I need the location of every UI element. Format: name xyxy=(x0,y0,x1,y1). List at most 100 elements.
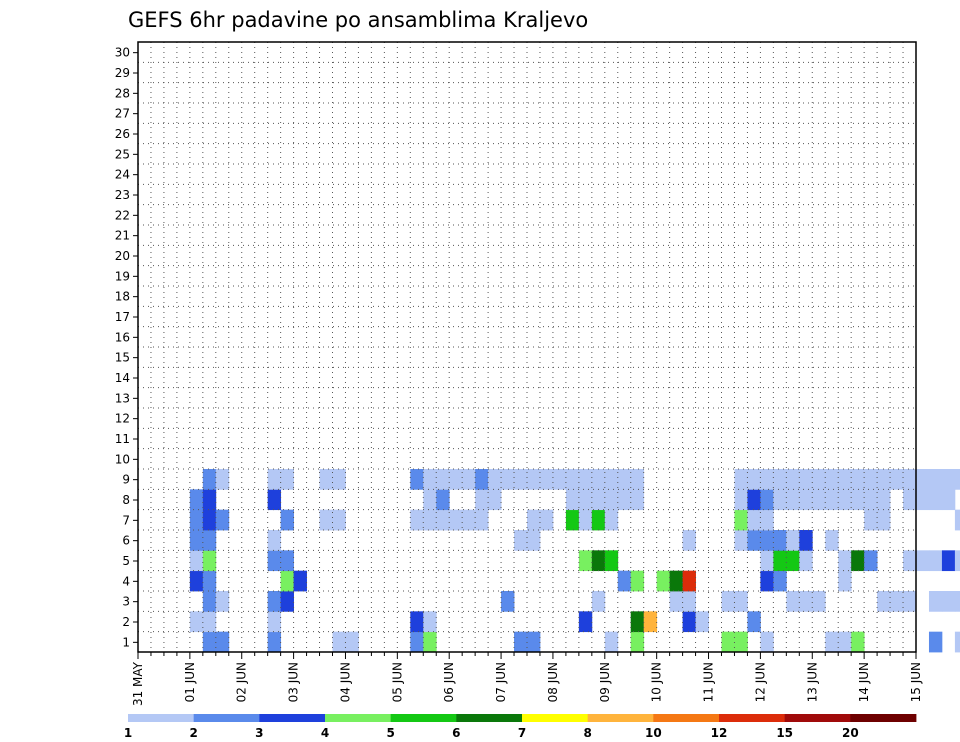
legend-swatch xyxy=(390,714,457,722)
heatmap-cell xyxy=(630,631,645,653)
y-tick-label: 21 xyxy=(115,229,130,243)
heatmap-cell xyxy=(280,469,294,490)
legend-swatch xyxy=(128,714,195,722)
heatmap-cell xyxy=(332,509,346,531)
x-tick-label: 09 JUN xyxy=(598,662,612,702)
legend-label: 20 xyxy=(842,726,859,740)
heatmap-cell xyxy=(202,509,217,531)
heatmap-cell xyxy=(189,530,204,551)
heatmap-cell xyxy=(890,591,904,612)
heatmap-cell xyxy=(332,469,346,490)
heatmap-cells xyxy=(189,469,960,653)
heatmap-cell xyxy=(773,469,787,490)
heatmap-cell xyxy=(864,489,878,511)
heatmap-cell xyxy=(189,611,204,633)
heatmap-cell xyxy=(565,489,580,511)
y-tick-label: 9 xyxy=(122,473,130,487)
y-tick-label: 17 xyxy=(115,310,130,324)
heatmap-cell xyxy=(280,550,294,572)
heatmap-cell xyxy=(410,631,424,653)
x-tick-label: 15 JUN xyxy=(909,662,923,702)
heatmap-cell xyxy=(786,550,800,572)
legend-label: 10 xyxy=(645,726,662,740)
heatmap-cell xyxy=(267,489,282,511)
legend-swatch xyxy=(784,714,851,722)
heatmap-cell xyxy=(928,631,943,653)
y-tick-label: 14 xyxy=(115,371,130,385)
heatmap-cell xyxy=(643,611,658,633)
heatmap-cell xyxy=(786,530,800,551)
heatmap-cell xyxy=(825,631,839,653)
heatmap-cell xyxy=(682,611,696,633)
heatmap-cell xyxy=(941,469,956,490)
y-tick-label: 4 xyxy=(122,574,130,588)
legend-label: 1 xyxy=(124,726,132,740)
heatmap-cell xyxy=(527,469,541,490)
color-legend: 1 2 3 4 5 6 7 8 10 12 15 20 xyxy=(124,714,917,740)
y-tick-label: 8 xyxy=(122,493,130,507)
heatmap-cell xyxy=(760,631,774,653)
heatmap-cell xyxy=(527,530,541,551)
heatmap-cell xyxy=(449,509,463,531)
y-tick-label: 26 xyxy=(115,127,130,141)
heatmap-cell xyxy=(202,591,217,612)
heatmap-cell xyxy=(591,489,606,511)
x-axis-ticks: 31 MAY 01 JUN 02 JUN 03 JUN 04 JUN 05 JUN 06 J… xyxy=(131,652,923,706)
heatmap-cell xyxy=(591,469,606,490)
heatmap-cell xyxy=(954,469,960,490)
heatmap-cell xyxy=(189,489,204,511)
heatmap-cell xyxy=(773,530,787,551)
legend-label: 15 xyxy=(776,726,793,740)
heatmap-cell xyxy=(475,489,489,511)
heatmap-cell xyxy=(928,591,943,612)
heatmap-cell xyxy=(928,550,943,572)
heatmap-cell xyxy=(449,469,463,490)
heatmap-cell xyxy=(539,469,554,490)
x-tick-label: 13 JUN xyxy=(805,662,819,702)
heatmap-cell xyxy=(877,469,891,490)
heatmap-cell xyxy=(202,611,217,633)
heatmap-cell xyxy=(941,489,956,511)
y-tick-label: 20 xyxy=(115,249,130,263)
heatmap-cell xyxy=(591,509,606,531)
y-tick-label: 24 xyxy=(115,168,130,182)
heatmap-cell xyxy=(267,591,282,612)
heatmap-cell xyxy=(928,489,943,511)
heatmap-cell xyxy=(617,489,632,511)
heatmap-cell xyxy=(799,550,813,572)
heatmap-cell xyxy=(475,509,489,531)
x-tick-label: 14 JUN xyxy=(857,662,871,702)
heatmap-cell xyxy=(747,489,761,511)
heatmap-cell xyxy=(423,611,437,633)
x-tick-label: 04 JUN xyxy=(338,662,352,702)
x-tick-label: 12 JUN xyxy=(753,662,767,702)
x-tick-label: 05 JUN xyxy=(390,662,404,702)
heatmap-cell xyxy=(604,631,619,653)
heatmap-cell xyxy=(903,591,917,612)
heatmap-cell xyxy=(825,469,839,490)
heatmap-cell xyxy=(682,570,696,592)
heatmap-cell xyxy=(721,631,735,653)
y-tick-label: 19 xyxy=(115,269,130,283)
heatmap-cell xyxy=(202,631,217,653)
heatmap-cell xyxy=(786,489,800,511)
legend-swatch xyxy=(587,714,654,722)
heatmap-cell xyxy=(578,611,593,633)
heatmap-cell xyxy=(488,489,502,511)
heatmap-cell xyxy=(773,489,787,511)
heatmap-cell xyxy=(838,550,852,572)
legend-swatch xyxy=(325,714,392,722)
heatmap-cell xyxy=(734,631,748,653)
heatmap-cell xyxy=(851,469,865,490)
heatmap-cell xyxy=(591,591,606,612)
heatmap-cell xyxy=(423,631,437,653)
heatmap-cell xyxy=(280,509,294,531)
x-tick-label: 08 JUN xyxy=(546,662,560,702)
x-tick-label: 01 JUN xyxy=(183,662,197,702)
heatmap-cell xyxy=(838,469,852,490)
legend-label: 7 xyxy=(518,726,526,740)
heatmap-cell xyxy=(695,611,709,633)
heatmap-cell xyxy=(864,469,878,490)
heatmap-cell xyxy=(189,509,204,531)
heatmap-cell xyxy=(501,469,515,490)
